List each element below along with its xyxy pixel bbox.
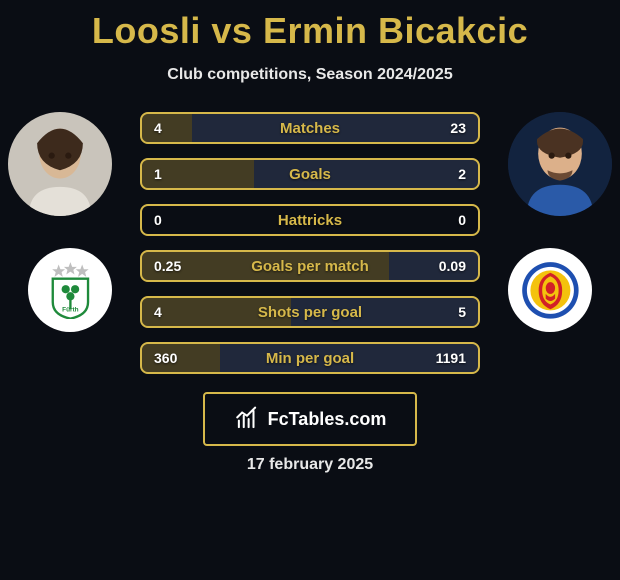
- stat-value-left: 4: [154, 304, 162, 320]
- stat-value-right: 0: [458, 212, 466, 228]
- stat-value-right: 23: [450, 120, 466, 136]
- avatar-placeholder-icon: [8, 112, 112, 216]
- stat-label: Shots per goal: [258, 304, 362, 321]
- subtitle: Club competitions, Season 2024/2025: [0, 66, 620, 84]
- stat-value-right: 1191: [436, 350, 466, 366]
- brand-text: FcTables.com: [268, 409, 387, 430]
- chart-icon: [234, 406, 260, 432]
- club-crest-icon: Fürth: [41, 261, 100, 320]
- stat-row: 4 23 Matches: [140, 112, 480, 144]
- stat-value-left: 0.25: [154, 258, 181, 274]
- player2-club-badge: [508, 248, 592, 332]
- club-crest-icon: [521, 261, 580, 320]
- stat-value-left: 0: [154, 212, 162, 228]
- stat-label: Matches: [280, 120, 340, 137]
- stat-row: 1 2 Goals: [140, 158, 480, 190]
- stats-table: 4 23 Matches 1 2 Goals 0 0 Hattricks 0.25 0.09 Goal…: [140, 112, 480, 388]
- stat-value-left: 360: [154, 350, 177, 366]
- player2-name: Ermin Bicakcic: [263, 10, 528, 51]
- stat-value-right: 0.09: [439, 258, 466, 274]
- player1-avatar: [8, 112, 112, 216]
- stat-row: 360 1191 Min per goal: [140, 342, 480, 374]
- brand-badge: FcTables.com: [203, 392, 417, 446]
- stat-fill-right: [254, 160, 478, 188]
- date-text: 17 february 2025: [0, 456, 620, 474]
- player2-avatar: [508, 112, 612, 216]
- player1-name: Loosli: [92, 10, 201, 51]
- stat-value-right: 2: [458, 166, 466, 182]
- page-title: Loosli vs Ermin Bicakcic: [0, 0, 620, 52]
- stat-fill-left: [142, 114, 192, 142]
- stat-row: 0 0 Hattricks: [140, 204, 480, 236]
- stat-row: 4 5 Shots per goal: [140, 296, 480, 328]
- stat-label: Goals: [289, 166, 331, 183]
- vs-text: vs: [211, 10, 252, 51]
- stat-value-left: 1: [154, 166, 162, 182]
- stat-label: Hattricks: [278, 212, 342, 229]
- stat-value-left: 4: [154, 120, 162, 136]
- avatar-placeholder-icon: [508, 112, 612, 216]
- player1-club-badge: Fürth: [28, 248, 112, 332]
- stat-label: Goals per match: [251, 258, 369, 275]
- stat-row: 0.25 0.09 Goals per match: [140, 250, 480, 282]
- stat-value-right: 5: [458, 304, 466, 320]
- svg-text:Fürth: Fürth: [62, 306, 79, 313]
- stat-label: Min per goal: [266, 350, 354, 367]
